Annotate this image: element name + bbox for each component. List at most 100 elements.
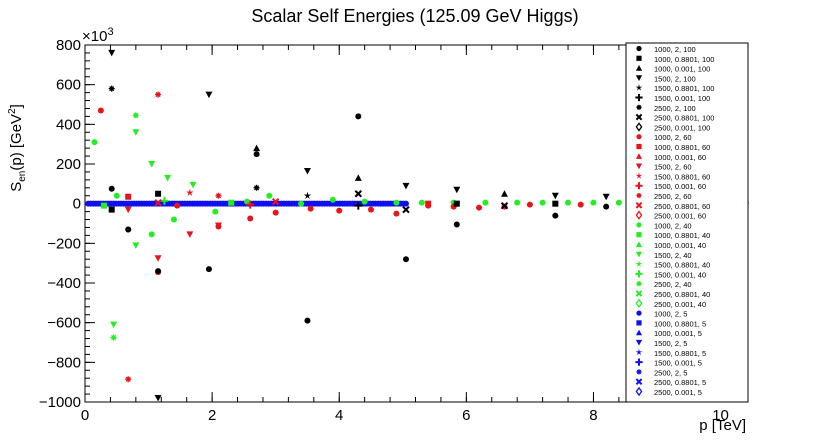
series-1500-0-8801-100 (303, 191, 312, 199)
series-2500-0-8801-60 (154, 197, 280, 207)
legend-marker (636, 104, 642, 110)
data-point (174, 202, 181, 209)
legend-marker (635, 298, 643, 309)
data-point (108, 49, 116, 57)
legend-item: 2500, 0.8801, 100 (635, 114, 714, 123)
legend-label: 1000, 0.8801, 100 (654, 55, 714, 64)
legend-label: 1000, 2, 40 (654, 221, 692, 230)
legend-marker (636, 55, 642, 61)
legend-label: 1500, 2, 40 (654, 251, 692, 260)
data-point (565, 199, 572, 206)
data-point (551, 192, 559, 200)
data-point (500, 190, 508, 197)
legend-label: 1500, 2, 100 (654, 74, 696, 83)
legend-marker (635, 270, 643, 278)
series-1000-0-8801-40 (101, 199, 235, 209)
legend-box (625, 42, 749, 403)
legend-item: 2500, 0.001, 5 (635, 386, 702, 397)
data-point (228, 199, 235, 206)
legend-item: 2500, 2, 60 (636, 192, 692, 201)
data-point (108, 206, 115, 213)
data-point (170, 216, 177, 223)
legend-marker (635, 339, 643, 346)
legend-label: 1000, 0.001, 100 (654, 65, 710, 74)
data-point (148, 161, 156, 168)
legend-label: 1000, 2, 60 (654, 133, 692, 142)
legend-marker (635, 260, 643, 268)
legend-item: 1500, 2, 100 (635, 74, 696, 83)
data-point (402, 205, 410, 214)
series-1500-2-40 (110, 129, 197, 329)
y-label-rest: (p) [GeV (8, 114, 25, 171)
legend-label: 1000, 0.001, 5 (654, 329, 702, 338)
x-axis-label: p [TeV] (699, 417, 746, 434)
legend-marker (635, 153, 643, 159)
data-point (354, 201, 363, 210)
y-tick-label: −400 (47, 275, 81, 292)
data-point (590, 199, 597, 206)
data-point (113, 192, 120, 199)
legend-label: 2500, 0.001, 100 (654, 123, 710, 132)
data-point (110, 321, 118, 329)
y-axis-label: Sen(p) [GeV2] (7, 104, 28, 192)
legend-marker (635, 65, 643, 71)
data-point (615, 199, 622, 206)
y-multiplier: ×103 (82, 26, 114, 45)
data-point (160, 196, 169, 205)
data-point (368, 206, 375, 213)
y-label-sup: 2 (7, 108, 18, 114)
series-1500-0-001-100 (354, 201, 363, 210)
legend-marker (636, 222, 642, 228)
legend-label: 1000, 0.001, 40 (654, 241, 706, 250)
series-2500-2-100 (108, 85, 260, 191)
legend-label: 2500, 0.001, 40 (654, 300, 706, 309)
series-1500-0-8801-60 (186, 188, 194, 196)
legend-marker (636, 369, 642, 375)
legend-label: 1000, 0.001, 60 (654, 153, 706, 162)
y-tick-label: −600 (47, 315, 81, 332)
legend-item: 1500, 0.8801, 40 (635, 260, 710, 270)
legend-label: 1500, 0.001, 100 (654, 94, 710, 103)
series-1500-0-001-60 (246, 200, 255, 209)
data-point (125, 193, 132, 200)
data-point (155, 190, 162, 197)
x-tick-label: 4 (335, 407, 343, 424)
data-point (354, 174, 362, 181)
data-point (298, 200, 305, 207)
data-point (215, 192, 222, 199)
series-1500-2-60 (124, 206, 222, 262)
data-point (155, 268, 162, 275)
legend-item: 1500, 0.001, 100 (635, 93, 710, 103)
data-point (453, 186, 461, 194)
legend-marker (636, 143, 642, 150)
legend-item: 1500, 2, 40 (635, 251, 692, 260)
legend-item: 1000, 2, 100 (636, 45, 696, 54)
y-tick-label: −200 (47, 235, 81, 252)
y-tick-label: 200 (56, 156, 81, 173)
legend-label: 1500, 0.8801, 60 (654, 172, 710, 181)
y-tick-label: −800 (47, 354, 81, 371)
legend-label: 2500, 2, 5 (654, 368, 687, 377)
legend-label: 1500, 2, 5 (654, 339, 687, 348)
x-tick-label: 10 (712, 407, 729, 424)
y-tick-label: 0 (73, 196, 81, 213)
legend-marker (635, 75, 643, 81)
legend-item: 1500, 0.8801, 60 (635, 172, 710, 181)
data-point (271, 197, 280, 206)
data-point (402, 182, 410, 190)
data-point (307, 205, 314, 212)
data-point (154, 255, 162, 262)
data-point (97, 107, 104, 114)
legend-label: 1000, 2, 5 (654, 310, 687, 319)
data-point (500, 201, 509, 210)
data-point (393, 199, 400, 206)
data-point (244, 198, 251, 205)
data-point (125, 226, 132, 233)
legend-item: 2500, 0.8801, 5 (635, 378, 706, 387)
legend-label: 1500, 0.001, 5 (654, 359, 702, 368)
legend-item: 1500, 0.8801, 100 (635, 84, 714, 93)
data-point (253, 184, 260, 191)
legend-marker (635, 182, 643, 190)
legend-label: 1500, 0.8801, 40 (654, 261, 710, 270)
legend-item: 2500, 0.8801, 40 (635, 290, 710, 299)
